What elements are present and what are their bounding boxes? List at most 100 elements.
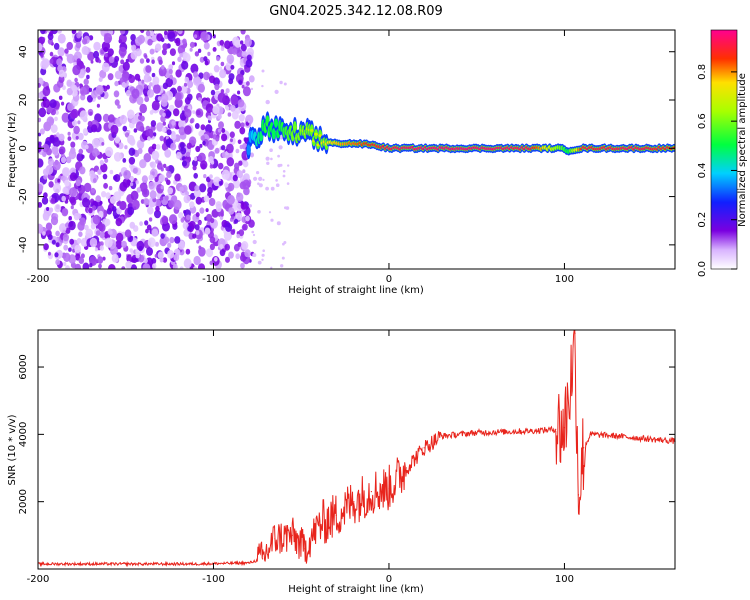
noise-speckle (180, 105, 186, 111)
noise-speckle (118, 33, 127, 44)
noise-speckle (152, 76, 160, 85)
noise-speckle (198, 72, 204, 79)
noise-speckle (252, 253, 257, 258)
noise-speckle (241, 216, 247, 223)
noise-speckle (226, 54, 235, 64)
noise-speckle (111, 206, 117, 212)
noise-speckle (85, 228, 93, 238)
noise-speckle (217, 92, 226, 103)
noise-speckle (209, 236, 216, 244)
noise-speckle (90, 187, 96, 194)
frequency-trace (246, 111, 675, 160)
noise-speckle (232, 174, 238, 182)
noise-speckle (156, 33, 163, 42)
noise-speckle (70, 141, 76, 148)
noise-speckle (177, 30, 183, 35)
noise-speckle (205, 103, 214, 113)
noise-speckle (159, 196, 164, 201)
noise-speckle (145, 30, 151, 37)
noise-speckle (194, 34, 198, 39)
noise-speckle (61, 175, 66, 182)
noise-speckle (192, 76, 201, 86)
noise-speckle (84, 224, 89, 231)
noise-speckle (193, 266, 198, 269)
noise-speckle (190, 63, 199, 74)
noise-speckle (38, 223, 44, 234)
noise-speckle (230, 229, 236, 235)
noise-speckle (47, 234, 53, 241)
noise-speckle (89, 111, 93, 116)
noise-speckle (197, 152, 206, 163)
noise-speckle (225, 88, 230, 94)
noise-speckle (157, 251, 164, 260)
noise-speckle (49, 51, 54, 57)
spectrogram-x-tick-label: -200 (27, 274, 50, 285)
noise-speckle (215, 136, 220, 142)
noise-speckle (286, 182, 290, 185)
noise-speckle (78, 231, 83, 237)
noise-speckle (149, 30, 155, 37)
trace-core (310, 129, 314, 132)
noise-speckle (148, 181, 155, 190)
noise-speckle (244, 249, 251, 258)
noise-speckle (73, 125, 80, 135)
noise-speckle (138, 115, 142, 121)
noise-speckle (91, 90, 98, 99)
noise-speckle (236, 192, 244, 202)
spectrogram-y-tick-label: 0 (18, 145, 29, 151)
noise-speckle (96, 103, 100, 108)
noise-speckle (220, 61, 225, 67)
noise-speckle (103, 182, 108, 189)
noise-speckle (38, 107, 47, 118)
noise-speckle (106, 84, 110, 90)
noise-speckle (237, 99, 245, 108)
noise-speckle (38, 117, 42, 123)
noise-speckle (132, 167, 138, 174)
noise-speckle (151, 228, 159, 237)
noise-speckle (83, 182, 92, 193)
noise-speckle (122, 125, 128, 132)
noise-speckle (192, 110, 196, 114)
noise-speckle (196, 239, 200, 244)
noise-speckle (79, 166, 86, 175)
noise-speckle (141, 79, 145, 84)
noise-speckle (77, 120, 81, 125)
snr-point (590, 433, 592, 435)
noise-speckle (207, 115, 211, 120)
noise-speckle (239, 144, 244, 150)
noise-speckle (195, 212, 200, 218)
noise-speckle (101, 142, 105, 146)
noise-speckle (103, 33, 113, 44)
noise-speckle (98, 59, 102, 64)
noise-speckle (275, 183, 280, 187)
noise-speckle (165, 110, 172, 118)
noise-speckle (118, 46, 127, 57)
noise-speckle (158, 66, 167, 77)
trace-core (246, 148, 251, 152)
noise-speckle (182, 38, 187, 45)
noise-speckle (199, 207, 205, 214)
snr-point (125, 563, 127, 565)
snr-plot-area (38, 330, 675, 569)
noise-speckle (248, 75, 255, 83)
noise-speckle (57, 178, 61, 183)
noise-speckle (50, 216, 59, 226)
noise-speckle (155, 241, 159, 247)
noise-speckle (108, 264, 116, 269)
noise-speckle (38, 42, 43, 52)
noise-speckle (205, 208, 209, 213)
snr-frame (37, 329, 676, 570)
noise-speckle (38, 83, 41, 88)
noise-speckle (139, 159, 147, 169)
noise-speckle (265, 156, 270, 161)
noise-speckle (175, 69, 182, 78)
noise-speckle (153, 84, 161, 94)
noise-speckle (66, 53, 75, 64)
snr-point (388, 487, 390, 489)
noise-speckle (139, 103, 147, 114)
noise-speckle (261, 258, 264, 261)
noise-speckle (38, 132, 41, 137)
noise-speckle (152, 263, 157, 269)
colorbar-tick-label: 0.0 (697, 261, 708, 277)
noise-speckle (129, 138, 136, 146)
